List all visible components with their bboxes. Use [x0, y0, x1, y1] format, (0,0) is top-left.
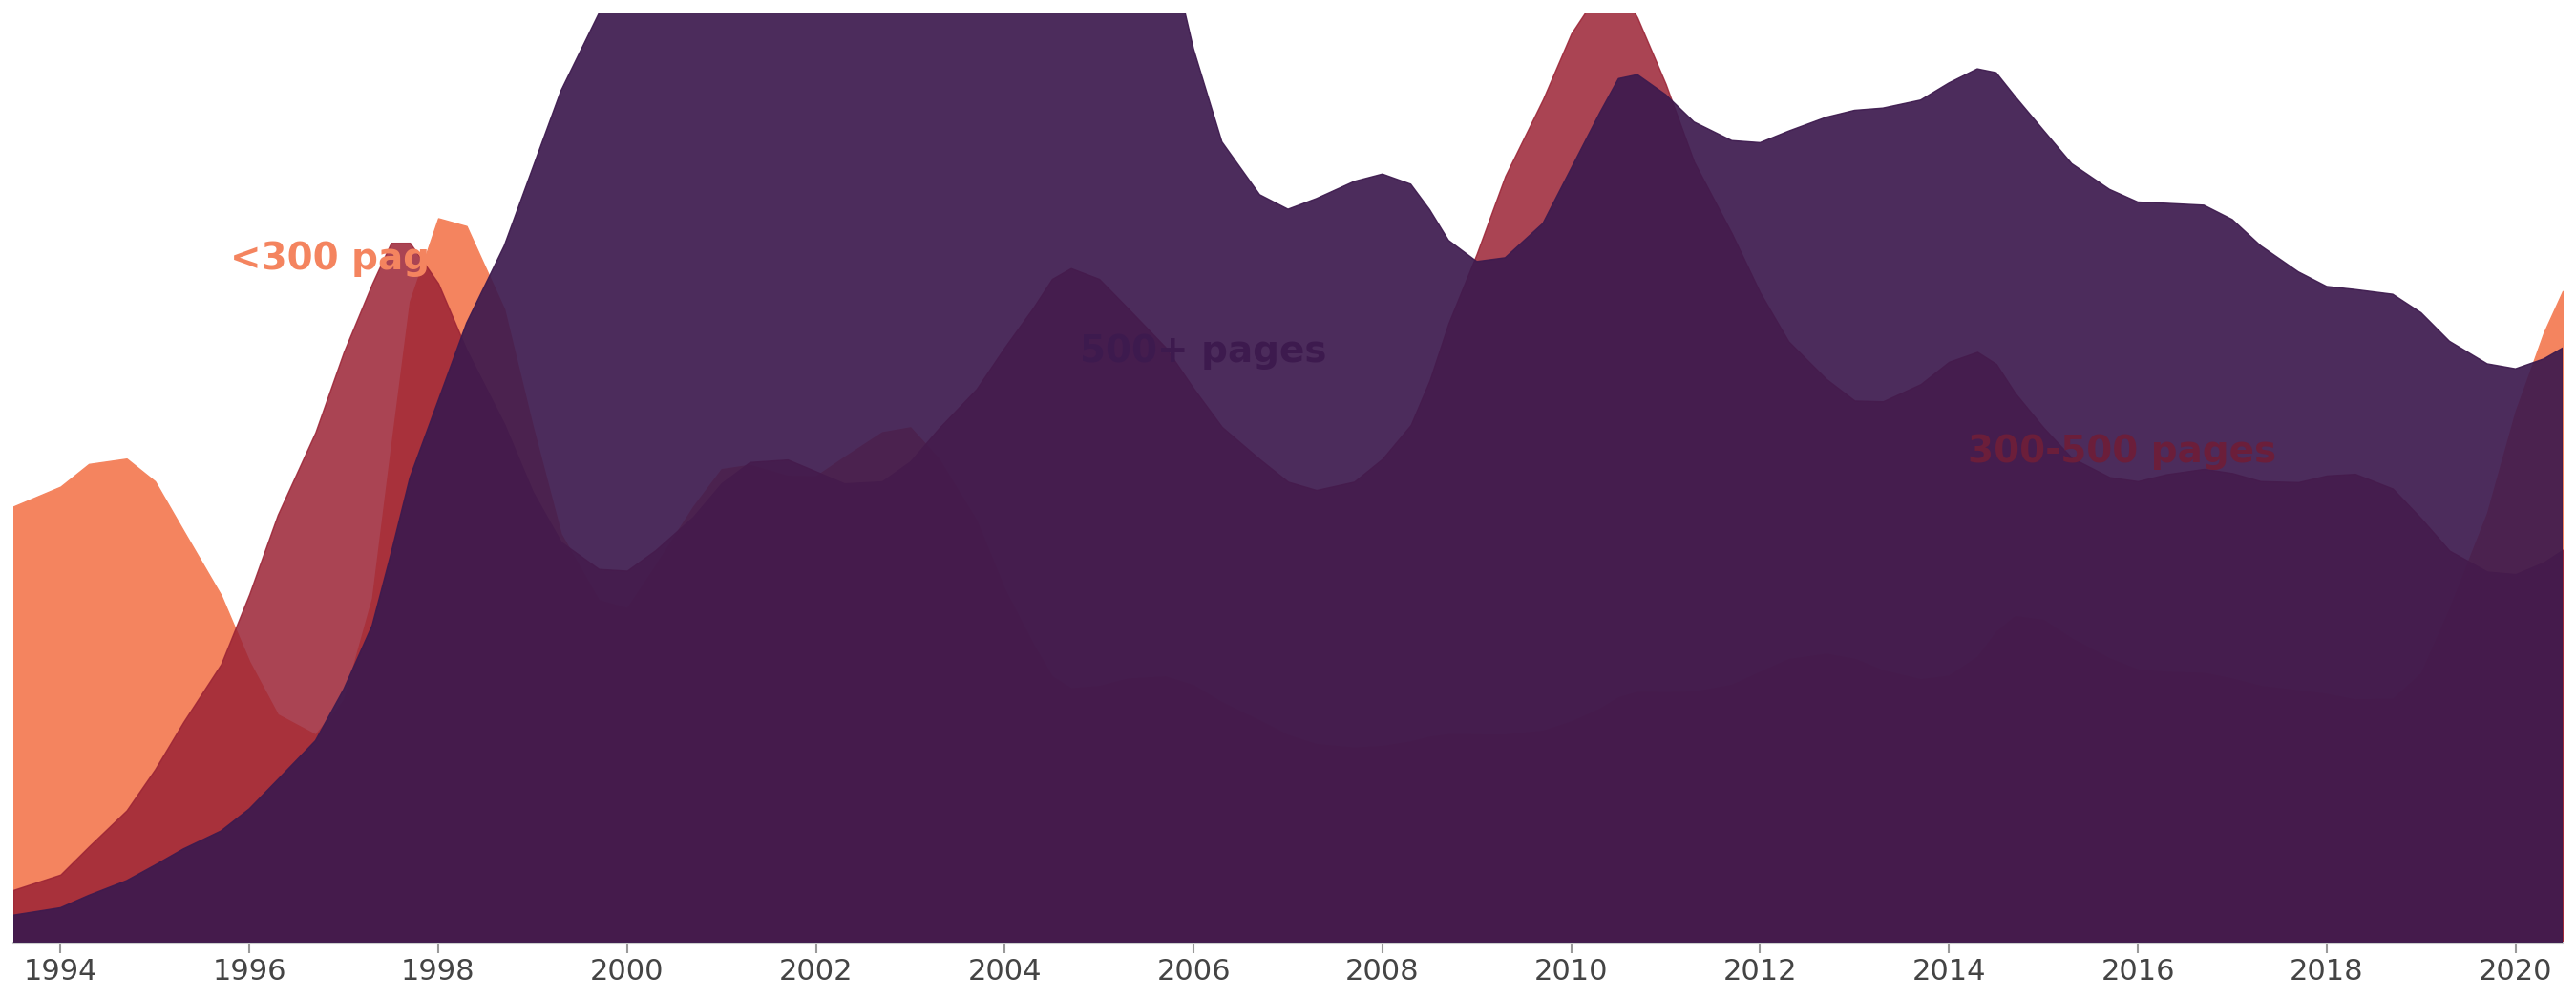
Text: 500+ pages: 500+ pages — [1079, 334, 1327, 370]
Text: <300 pages: <300 pages — [229, 240, 477, 277]
Text: 300-500 pages: 300-500 pages — [1968, 434, 2277, 471]
